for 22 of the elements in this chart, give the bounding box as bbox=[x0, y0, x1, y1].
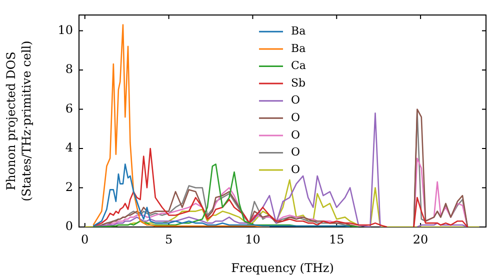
x-axis-title: Frequency (THz) bbox=[231, 260, 334, 275]
legend-label: Ca bbox=[291, 59, 306, 72]
legend-label: O bbox=[291, 162, 300, 176]
x-tick-label: 0 bbox=[81, 232, 89, 246]
x-tick-label: 5 bbox=[164, 232, 173, 246]
legend-label: O bbox=[291, 128, 300, 142]
x-tick-label: 15 bbox=[328, 232, 344, 246]
legend-label: Sb bbox=[291, 76, 306, 90]
y-tick-label: 10 bbox=[58, 22, 73, 37]
y-tick-label: 2 bbox=[65, 180, 73, 194]
y-tick-label: 4 bbox=[65, 140, 74, 155]
x-tick-label: 10 bbox=[245, 232, 260, 246]
y-tick-label: 8 bbox=[65, 62, 73, 76]
legend-label: O bbox=[291, 146, 300, 159]
y-tick-label: 0 bbox=[65, 219, 73, 234]
legend-label: O bbox=[291, 94, 300, 107]
y-tick-label: 6 bbox=[65, 101, 73, 116]
x-tick-label: 20 bbox=[412, 232, 428, 246]
legend-label: Ba bbox=[291, 24, 306, 38]
legend-label: O bbox=[291, 111, 300, 124]
legend-label: Ba bbox=[291, 42, 306, 55]
y-axis-title: Phonon projected DOS (States/THz·primitive cell) bbox=[4, 40, 34, 202]
